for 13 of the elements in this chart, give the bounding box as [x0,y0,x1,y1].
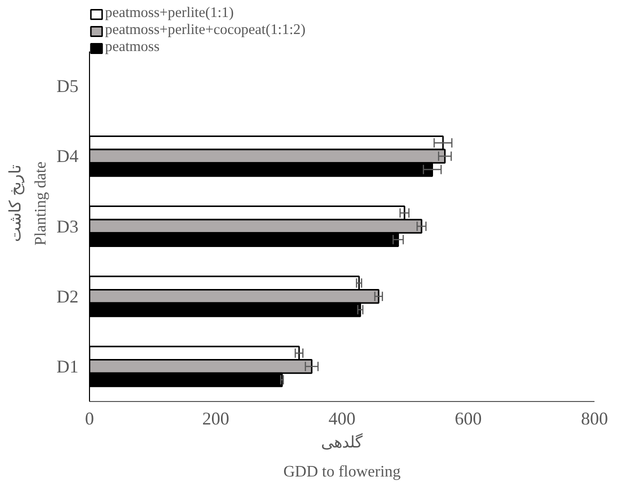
y-tick-label: D4 [56,146,78,166]
x-tick-label: 0 [85,408,94,428]
x-tick-label: 200 [202,408,230,428]
y-tick-label: D5 [56,76,78,96]
legend-label: peatmoss [105,39,160,56]
y-tick-label: D2 [56,286,78,306]
x-tick-label: 400 [328,408,356,428]
legend-label: peatmoss+perlite(1:1) [105,5,234,22]
y-tick-label: D1 [56,356,78,376]
x-tick-label: 600 [454,408,482,428]
y-tick-label: D3 [56,216,78,236]
x-tick-label: 800 [581,408,608,428]
legend-label: peatmoss+perlite+cocopeat(1:1:2) [105,22,306,39]
